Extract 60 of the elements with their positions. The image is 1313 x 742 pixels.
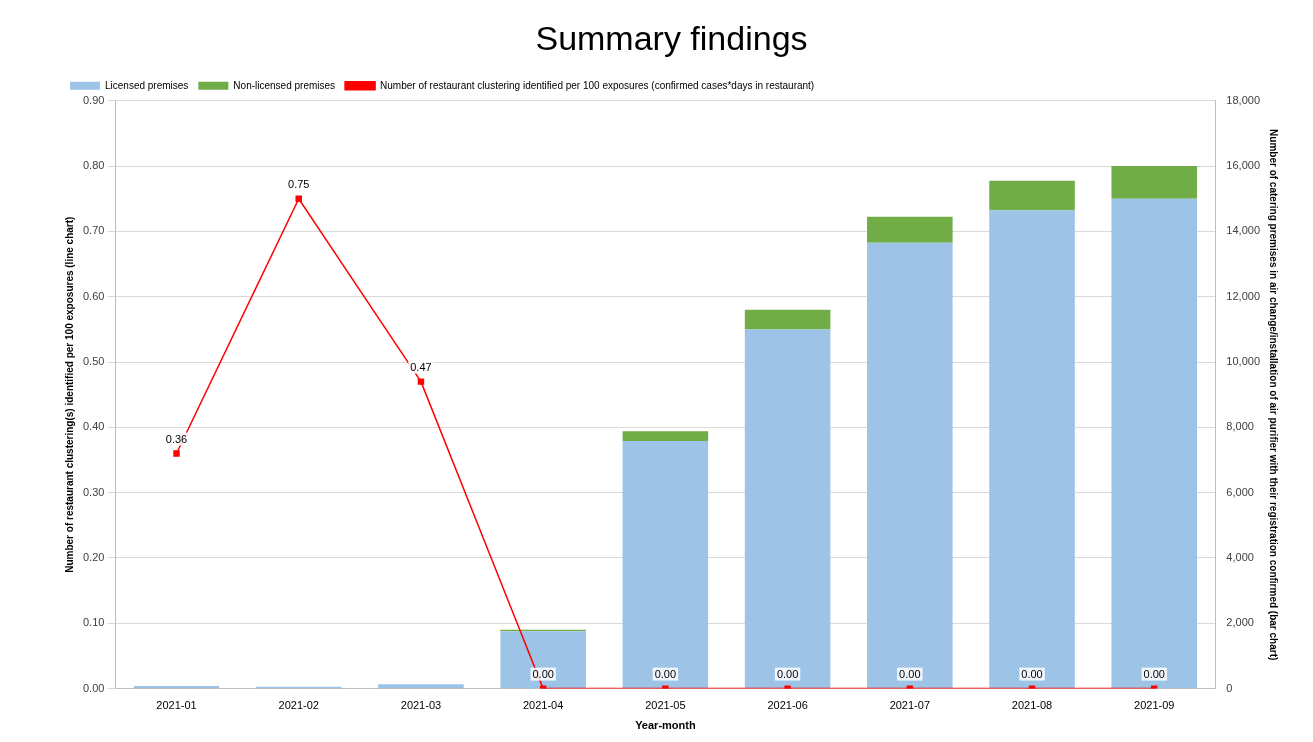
bar (867, 242, 953, 689)
y2-tick-label: 2,000 (1226, 616, 1254, 629)
point (417, 378, 425, 385)
point (295, 195, 302, 202)
y-tick-label: 0.40 (82, 420, 105, 433)
x-tick-label: 2021-05 (645, 699, 686, 712)
bar (622, 431, 709, 442)
bar (744, 329, 831, 689)
y2-tick-label: 14,000 (1226, 224, 1261, 237)
data-label: 0.75 (288, 178, 310, 191)
bar (500, 631, 586, 689)
y-tick-label: 0.00 (82, 681, 105, 694)
y-tick-label: 0.10 (82, 616, 105, 629)
y2-tick-label: 16,000 (1226, 159, 1261, 172)
point (173, 450, 180, 457)
legend-label: Number of restaurant clustering identified per 100 exposures (confirmed cases*days in restaurant) (380, 79, 815, 91)
bar (378, 684, 464, 689)
y2-axis-title: Number of catering premises in air change/installation of air purifier with their registration confirmed (bar chart) (1268, 129, 1280, 661)
y-tick-label: 0.20 (82, 551, 105, 564)
x-tick-label: 2021-04 (522, 699, 564, 712)
y2-tick-label: 0 (1226, 681, 1233, 694)
data-label: 0.00 (899, 668, 921, 681)
y-tick-label: 0.70 (82, 224, 105, 237)
y-tick-label: 0.80 (82, 159, 105, 172)
y-axis-title: Number of restaurant clustering(s) identified per 100 exposures (line chart) (63, 216, 75, 573)
data-label: 0.47 (410, 361, 432, 374)
bar (744, 309, 831, 330)
data-label: 0.36 (165, 433, 188, 446)
y-tick-label: 0.30 (82, 485, 105, 498)
y2-tick-label: 4,000 (1226, 551, 1254, 564)
bar (989, 180, 1075, 211)
legend-label: Non-licensed premises (233, 79, 336, 91)
x-tick-label: 2021-01 (156, 699, 197, 712)
y-tick-label: 0.50 (82, 355, 105, 368)
bar (1111, 166, 1198, 199)
y2-tick-label: 12,000 (1226, 289, 1261, 302)
x-tick-label: 2021-06 (767, 699, 808, 712)
x-tick-label: 2021-09 (1134, 699, 1175, 712)
y-tick-label: 0.60 (82, 289, 105, 302)
bar (867, 216, 953, 243)
data-label: 0.00 (532, 668, 554, 681)
x-tick-label: 2021-08 (1011, 699, 1053, 712)
data-label: 0.00 (776, 668, 799, 681)
x-tick-label: 2021-03 (400, 699, 442, 712)
chart-title: Summary findings (535, 18, 808, 57)
data-label: 0.00 (1143, 668, 1165, 681)
y2-tick-label: 10,000 (1226, 355, 1261, 368)
x-tick-label: 2021-07 (889, 699, 930, 712)
x-tick-label: 2021-02 (278, 699, 319, 712)
x-axis-title: Year-month (635, 719, 696, 732)
legend-label: Licensed premises (105, 79, 189, 91)
y2-tick-label: 8,000 (1226, 420, 1254, 433)
y-tick-label: 0.90 (82, 93, 105, 106)
data-label: 0.00 (654, 668, 677, 681)
y2-tick-label: 6,000 (1226, 485, 1254, 498)
data-label: 0.00 (1021, 668, 1043, 681)
bar (1111, 198, 1198, 689)
y2-tick-label: 18,000 (1226, 93, 1261, 106)
bar (989, 210, 1075, 689)
bar (622, 441, 709, 689)
